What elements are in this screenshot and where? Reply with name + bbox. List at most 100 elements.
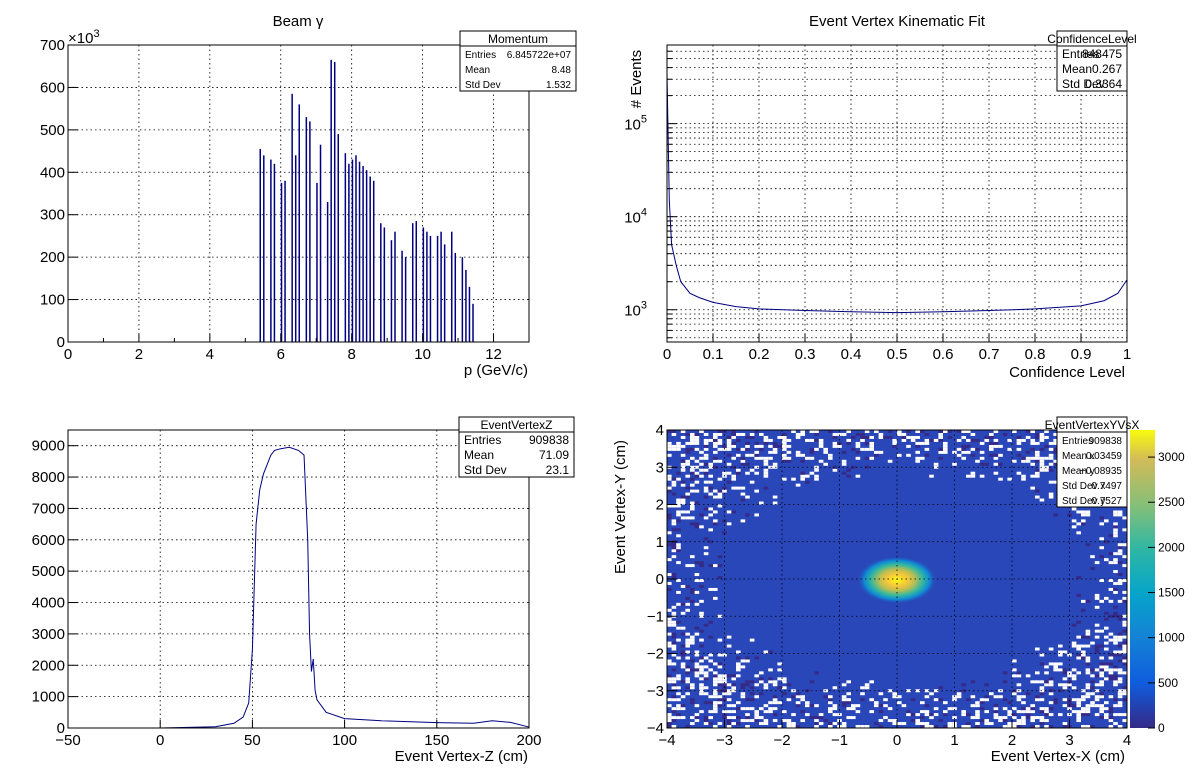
- heatmap-cell: [860, 438, 865, 442]
- heatmap-cell: [1062, 668, 1068, 672]
- heatmap-cell: [671, 444, 677, 448]
- heatmap-cell: [1122, 614, 1127, 618]
- heatmap-cell: [713, 680, 718, 684]
- heatmap-cell: [731, 430, 736, 433]
- heatmap-cell: [699, 430, 704, 433]
- heatmap-cell: [1030, 441, 1035, 445]
- heatmap-cell: [772, 447, 778, 451]
- heatmap-cell: [717, 447, 723, 451]
- heatmap-cell: [1012, 668, 1017, 672]
- heatmap-cell: [1030, 474, 1035, 478]
- y-tick-label: 2000: [32, 657, 65, 674]
- heatmap-cell: [1081, 656, 1086, 660]
- heatmap-cell: [699, 456, 704, 460]
- heatmap-cell: [938, 435, 943, 439]
- heatmap-cell: [892, 719, 897, 723]
- heatmap-cell: [998, 719, 1003, 723]
- heatmap-cell: [676, 716, 681, 720]
- x-tick-label: 10: [414, 346, 431, 363]
- heatmap-cell: [961, 713, 966, 717]
- heatmap-cell: [1113, 561, 1118, 565]
- stats-row-value: 909838: [1089, 436, 1123, 447]
- heatmap-cell: [708, 716, 713, 720]
- heatmap-cell: [671, 632, 677, 636]
- heatmap-cell: [860, 447, 865, 451]
- heatmap-cell: [1117, 573, 1123, 577]
- heatmap-cell: [745, 495, 750, 499]
- bar: [401, 250, 403, 342]
- heatmap-cell: [731, 486, 736, 490]
- bar: [383, 227, 386, 342]
- x-tick-label: 3: [1065, 732, 1073, 749]
- heatmap-cell: [680, 465, 686, 469]
- heatmap-cell: [1117, 617, 1123, 621]
- heatmap-cell: [841, 722, 847, 726]
- heatmap-cell: [1117, 614, 1123, 618]
- bar: [472, 303, 474, 342]
- panel1-exponent: ×103: [68, 28, 100, 47]
- x-tick-label: 0: [64, 346, 72, 363]
- heatmap-cell: [1053, 438, 1058, 442]
- heatmap-cell: [708, 438, 713, 442]
- z-tick-label: 1000: [1158, 631, 1185, 645]
- heatmap-cell: [795, 704, 801, 708]
- bar: [443, 244, 446, 342]
- heatmap-cell: [717, 614, 723, 618]
- heatmap-cell: [846, 430, 851, 433]
- heatmap-cell: [979, 450, 985, 454]
- heatmap-cell: [1021, 716, 1026, 720]
- heatmap-cell: [1039, 686, 1045, 690]
- heatmap-cell: [680, 483, 686, 487]
- heatmap-cell: [1053, 665, 1058, 669]
- stats-row-value: 0.7527: [1091, 496, 1122, 507]
- bar: [454, 252, 457, 342]
- heatmap-cell: [897, 430, 902, 433]
- heatmap-cell: [713, 564, 718, 568]
- heatmap-cell: [1122, 644, 1127, 648]
- bar: [305, 117, 308, 342]
- heatmap-cell: [1039, 707, 1045, 711]
- heatmap-cell: [717, 555, 723, 559]
- heatmap-cell: [1081, 725, 1086, 728]
- heatmap-cell: [979, 698, 985, 702]
- heatmap-cell: [1053, 432, 1058, 436]
- heatmap-cell: [685, 596, 690, 600]
- heatmap-cell: [740, 686, 746, 690]
- heatmap-cell: [869, 444, 874, 448]
- heatmap-cell: [717, 680, 723, 684]
- heatmap-cell: [956, 430, 962, 433]
- panel3-frame: [67, 429, 530, 729]
- heatmap-cell: [717, 638, 723, 642]
- heatmap-cell: [676, 602, 681, 606]
- heatmap-cell: [699, 579, 704, 582]
- heatmap-cell: [703, 674, 709, 678]
- heatmap-cell: [690, 516, 695, 520]
- heatmap-cell: [713, 689, 718, 693]
- panel4-color-scale: [1130, 430, 1155, 728]
- heatmap-cell: [717, 441, 723, 445]
- heatmap-cell: [938, 447, 943, 451]
- heatmap-cell: [680, 430, 686, 433]
- heatmap-cell: [731, 444, 736, 448]
- heatmap-cell: [795, 483, 801, 487]
- heatmap-cell: [745, 471, 750, 475]
- heatmap-cell: [828, 707, 833, 711]
- heatmap-cell: [1025, 707, 1031, 711]
- heatmap-cell: [814, 438, 819, 442]
- heatmap-cell: [690, 447, 695, 451]
- heatmap-cell: [846, 698, 851, 702]
- heatmap-cell: [699, 474, 704, 478]
- heatmap-cell: [754, 450, 759, 454]
- heatmap-cell: [975, 722, 980, 726]
- heatmap-cell: [943, 441, 948, 445]
- heatmap-cell: [1104, 617, 1109, 621]
- heatmap-cell: [984, 695, 989, 699]
- heatmap-cell: [685, 668, 690, 672]
- heatmap-cell: [1076, 593, 1081, 597]
- heatmap-cell: [786, 725, 792, 728]
- heatmap-cell: [947, 435, 953, 439]
